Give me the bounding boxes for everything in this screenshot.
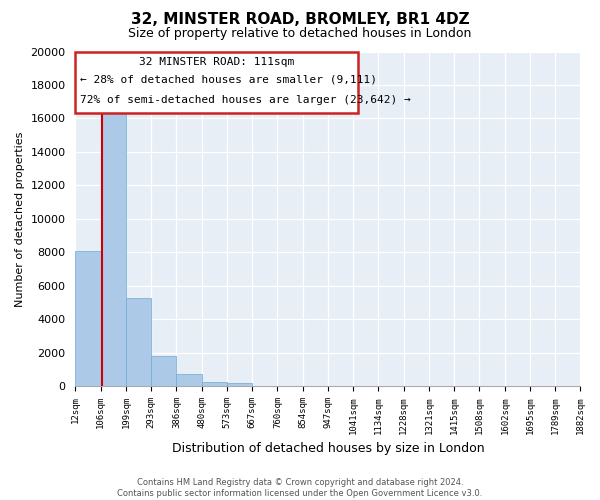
Bar — [101, 108, 126, 386]
Text: Size of property relative to detached houses in London: Size of property relative to detached ho… — [128, 28, 472, 40]
Bar — [151, 356, 176, 386]
Bar — [76, 250, 101, 386]
X-axis label: Distribution of detached houses by size in London: Distribution of detached houses by size … — [172, 442, 484, 455]
Bar — [227, 383, 253, 386]
Text: Contains HM Land Registry data © Crown copyright and database right 2024.
Contai: Contains HM Land Registry data © Crown c… — [118, 478, 482, 498]
Bar — [126, 298, 151, 386]
Bar — [202, 382, 227, 386]
FancyBboxPatch shape — [76, 52, 358, 114]
Bar — [176, 374, 202, 386]
Text: 32, MINSTER ROAD, BROMLEY, BR1 4DZ: 32, MINSTER ROAD, BROMLEY, BR1 4DZ — [131, 12, 469, 28]
Text: 32 MINSTER ROAD: 111sqm: 32 MINSTER ROAD: 111sqm — [139, 56, 295, 66]
Y-axis label: Number of detached properties: Number of detached properties — [15, 131, 25, 306]
Text: ← 28% of detached houses are smaller (9,111): ← 28% of detached houses are smaller (9,… — [80, 75, 377, 85]
Text: 72% of semi-detached houses are larger (23,642) →: 72% of semi-detached houses are larger (… — [80, 95, 411, 105]
